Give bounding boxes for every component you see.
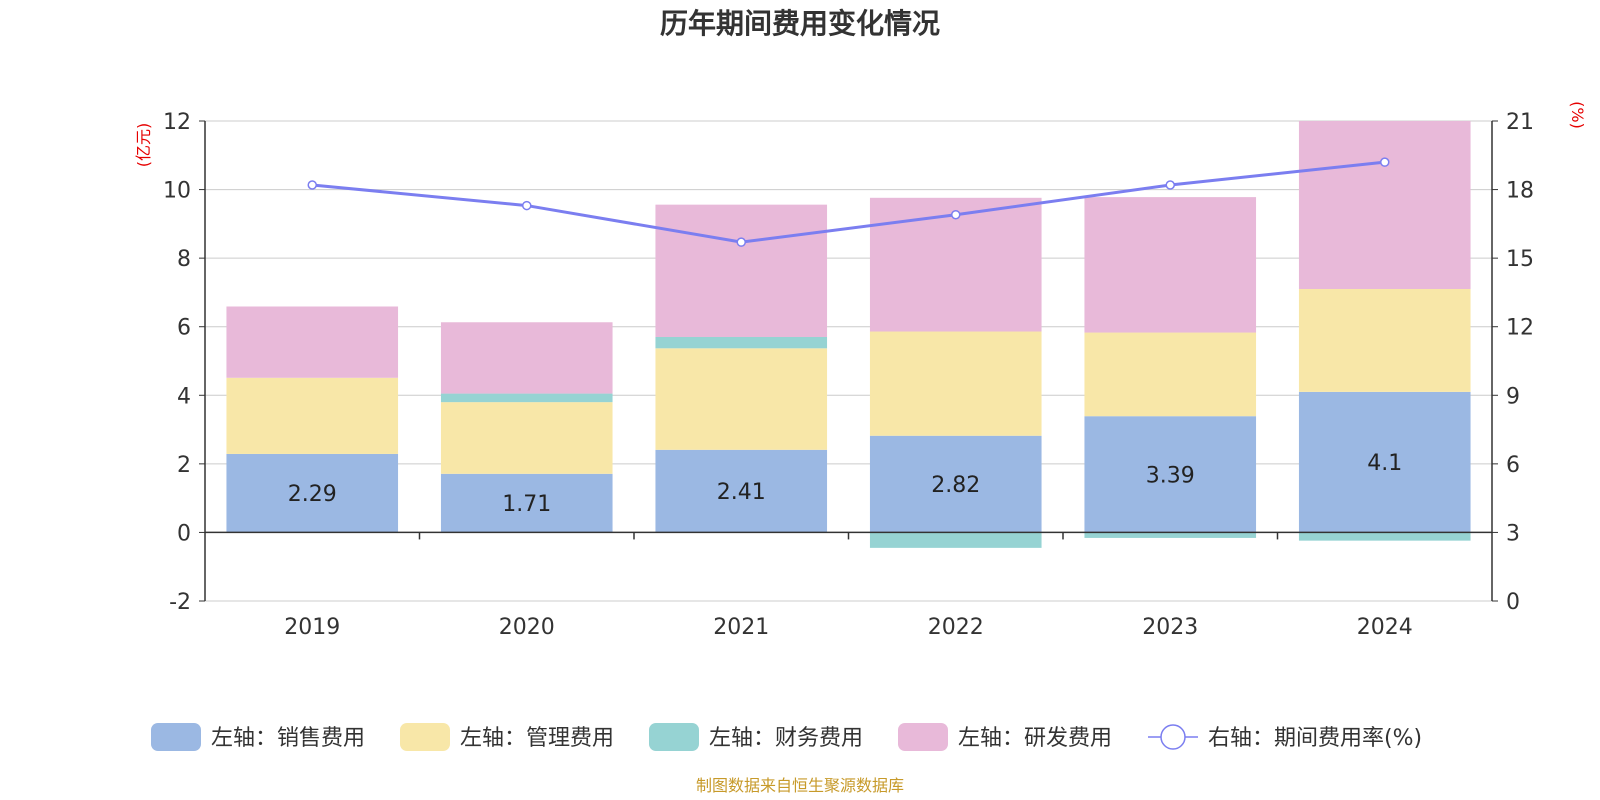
rate-line-point [307,180,317,190]
bar-series2-2019 [226,377,399,454]
bar-series1-2021 [655,449,828,533]
bar-series3-2021 [655,337,828,349]
axes: -2 0 2 4 6 8 10 12 0 3 6 9 12 15 18 21 2019 2020 2021 2022 2… [163,110,1534,640]
right-tick-label: 21 [1506,110,1534,135]
source-note: 制图数据来自恒生聚源数据库 [696,776,904,795]
bar-series4-2019 [226,306,399,378]
data-label: 2.29 [288,482,337,507]
rate-line-path [312,160,1385,244]
rate-line-point [736,237,746,247]
bar-series1-2020 [440,473,613,533]
right-tick-label: 6 [1506,453,1520,478]
legend-label: 左轴：财务费用 [709,726,863,751]
bar-series4-2024 [1298,121,1471,289]
right-axis-unit: (%) [1568,101,1587,129]
bar-series3-2023 [1084,532,1257,538]
rate-line-point [951,209,961,220]
legend-item: 左轴：管理费用 [400,723,614,751]
x-tick-label: 2022 [928,615,984,640]
legend-item: 左轴：财务费用 [649,723,863,751]
bar-series2-2023 [1084,332,1257,417]
bar-series1-2023 [1084,416,1257,533]
data-label: 1.71 [502,492,551,517]
x-tick-label: 2024 [1357,615,1413,640]
legend-swatch [151,723,201,751]
bar-series2-2022 [869,331,1042,436]
rate-line-point [1380,157,1390,167]
bar-series3-2022 [869,532,1042,548]
bar-series1-2022 [869,435,1042,533]
right-tick-label: 12 [1506,316,1534,341]
left-axis-unit: (亿元) [134,123,153,168]
left-tick-label: 6 [177,316,191,341]
legend-marker [1160,724,1186,750]
bar-series4-2021 [655,204,828,337]
right-tick-label: 3 [1506,521,1520,546]
left-tick-label: 0 [177,521,191,546]
left-tick-label: 4 [177,384,191,409]
bar-series1-2019 [226,453,399,533]
legend-item: 右轴：期间费用率(%) [1148,724,1422,751]
left-tick-label: -2 [169,590,191,615]
rate-line [307,157,1390,247]
legend-swatch [649,723,699,751]
bar-series4-2023 [1084,197,1257,333]
bar-series3-2024 [1298,532,1471,541]
legend-item: 左轴：研发费用 [898,723,1112,751]
right-tick-label: 15 [1506,247,1534,272]
left-tick-label: 8 [177,247,191,272]
bar-series4-2022 [869,197,1042,332]
legend-label: 左轴：研发费用 [958,726,1112,751]
legend-swatch [898,723,948,751]
data-label: 4.1 [1367,451,1402,476]
bar-series2-2021 [655,348,828,450]
legend-label: 右轴：期间费用率(%) [1208,726,1422,751]
chart-title: 历年期间费用变化情况 [660,7,940,40]
legend-label: 左轴：销售费用 [211,726,365,751]
x-tick-label: 2020 [499,615,555,640]
x-tick-label: 2019 [284,615,340,640]
data-labels: 2.29 1.71 2.41 2.82 3.39 4.1 [288,451,1402,517]
left-tick-label: 12 [163,110,191,135]
left-tick-label: 10 [163,179,191,204]
right-tick-label: 18 [1506,179,1534,204]
data-label: 2.82 [931,473,980,498]
rate-line-point [1165,180,1175,190]
left-tick-label: 2 [177,453,191,478]
right-tick-label: 0 [1506,590,1520,615]
legend: 左轴：销售费用 左轴：管理费用 左轴：财务费用 左轴：研发费用 右轴：期间费用率(%) [151,723,1422,751]
bar-series1-2024 [1298,391,1471,533]
x-tick-label: 2023 [1142,615,1198,640]
legend-label: 左轴：管理费用 [460,726,614,751]
rate-line-point [522,200,532,211]
bar-series3-2020 [440,393,613,403]
legend-item: 左轴：销售费用 [151,723,365,751]
right-tick-label: 9 [1506,384,1520,409]
x-tick-label: 2021 [713,615,769,640]
bar-series2-2020 [440,402,613,474]
bars [226,121,1471,548]
data-label: 2.41 [717,480,766,505]
gridlines [205,120,1492,602]
bar-series4-2020 [440,322,613,394]
data-label: 3.39 [1146,463,1195,488]
legend-swatch [400,723,450,751]
bar-series2-2024 [1298,289,1471,392]
